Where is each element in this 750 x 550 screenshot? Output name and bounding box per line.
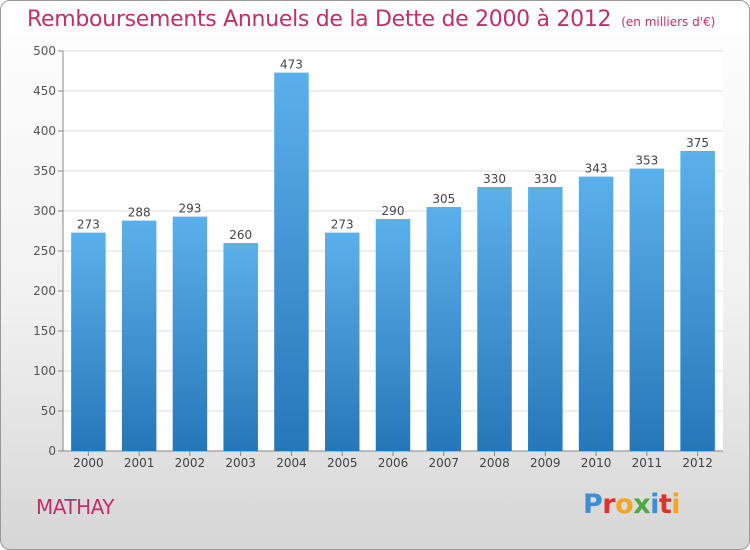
x-tick-label: 2007	[428, 456, 459, 470]
y-tick-label: 250	[33, 244, 56, 258]
x-tick-label: 2002	[175, 456, 206, 470]
bar	[426, 207, 462, 451]
bar	[477, 187, 512, 451]
bar-value-label: 330	[483, 172, 506, 186]
x-tick-label: 2000	[73, 456, 104, 470]
bar	[578, 176, 614, 451]
chart-subtitle: (en milliers d'€)	[621, 15, 716, 29]
bar-value-label: 473	[280, 58, 303, 72]
y-tick-label: 200	[33, 284, 56, 298]
bar-value-label: 293	[178, 202, 201, 216]
y-tick-label: 400	[33, 124, 56, 138]
title-text: Remboursements Annuels de la Dette de 20…	[27, 7, 612, 32]
bar-value-label: 330	[534, 172, 557, 186]
y-tick-label: 450	[33, 84, 56, 98]
bar	[172, 216, 208, 451]
proxiti-logo: Proxiti	[583, 489, 681, 520]
bar	[324, 232, 360, 451]
bar	[680, 151, 715, 451]
bar-value-label: 353	[635, 154, 658, 168]
logo-letter: t	[658, 489, 672, 520]
x-tick-label: 2010	[581, 456, 612, 470]
chart-title: Remboursements Annuels de la Dette de 20…	[27, 7, 715, 32]
bar-value-label: 260	[229, 228, 252, 242]
x-tick-label: 2001	[124, 456, 155, 470]
y-tick-label: 300	[33, 204, 56, 218]
logo-letter: i	[650, 489, 659, 520]
x-tick-label: 2006	[378, 456, 409, 470]
bar-value-label: 375	[686, 136, 709, 150]
bar	[528, 187, 563, 451]
y-tick-label: 350	[33, 164, 56, 178]
bar	[274, 72, 309, 451]
commune-name: MATHAY	[36, 495, 115, 519]
x-tick-label: 2004	[276, 456, 307, 470]
logo-letter: P	[583, 489, 603, 520]
logo-letter: i	[671, 489, 681, 520]
y-tick-label: 50	[41, 404, 56, 418]
x-tick-label: 2008	[479, 456, 510, 470]
bar	[223, 243, 258, 451]
y-tick-label: 500	[33, 44, 56, 58]
x-tick-label: 2003	[225, 456, 256, 470]
x-tick-label: 2011	[632, 456, 663, 470]
logo-letter: o	[615, 489, 634, 520]
bar-value-label: 273	[331, 218, 354, 232]
bar-value-label: 305	[432, 192, 455, 206]
bar-value-label: 273	[77, 218, 100, 232]
x-tick-label: 2012	[682, 456, 713, 470]
logo-letter: x	[633, 489, 651, 520]
x-tick-label: 2005	[327, 456, 358, 470]
bar	[121, 220, 157, 451]
logo-letter: r	[602, 489, 616, 520]
y-tick-label: 100	[33, 364, 56, 378]
bar	[71, 232, 106, 451]
bar	[629, 168, 665, 451]
y-tick-label: 150	[33, 324, 56, 338]
y-tick-label: 0	[48, 444, 56, 458]
bar-value-label: 343	[585, 162, 608, 176]
bar-value-label: 288	[128, 206, 151, 220]
bar	[375, 219, 411, 451]
x-tick-label: 2009	[530, 456, 561, 470]
bar-value-label: 290	[382, 204, 405, 218]
